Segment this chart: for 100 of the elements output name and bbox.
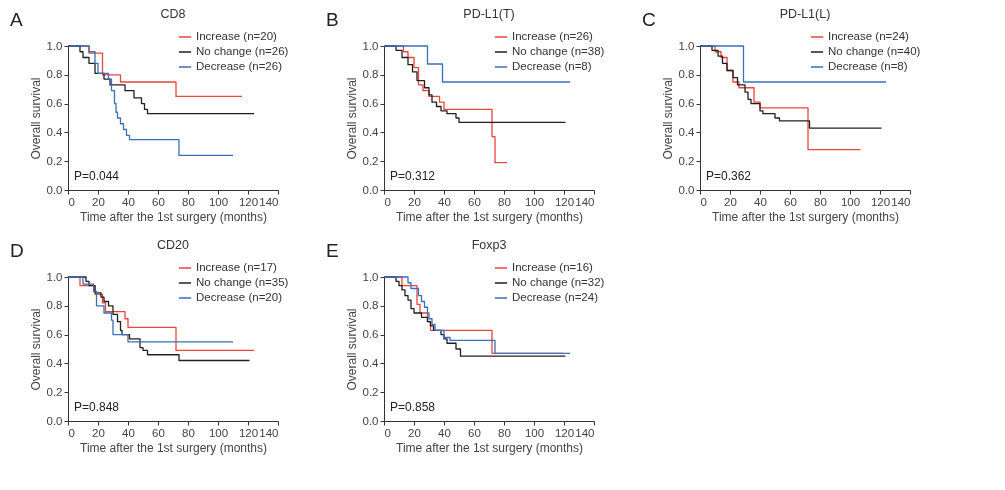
y-tick-label: 0.0 <box>46 414 63 427</box>
annotation: P=0.858 <box>390 400 436 414</box>
y-tick-label: 0.0 <box>46 183 63 196</box>
annotation: P=0.362 <box>706 169 752 183</box>
legend-label: Increase (n=17) <box>196 261 278 273</box>
y-tick-label: 0.2 <box>678 154 695 167</box>
x-tick-label: 60 <box>468 195 481 208</box>
legend-label: Decrease (n=26) <box>196 60 283 72</box>
legend-label: Increase (n=16) <box>512 261 594 273</box>
x-tick-label: 60 <box>152 426 165 439</box>
legend-label: Increase (n=24) <box>828 30 910 42</box>
x-tick-label: 120 <box>554 195 575 208</box>
legend-label: No change (n=40) <box>828 45 921 57</box>
x-tick-label: 20 <box>92 426 105 439</box>
y-axis-title: Overall survival <box>344 308 359 391</box>
x-tick-label: 100 <box>524 195 545 208</box>
y-tick-label: 1.0 <box>362 39 379 52</box>
y-tick-label: 1.0 <box>46 39 63 52</box>
y-tick-label: 0.8 <box>362 299 379 312</box>
x-tick-label: 0 <box>384 195 391 208</box>
x-tick-label: 120 <box>554 426 575 439</box>
legend-label: Decrease (n=20) <box>196 291 283 303</box>
x-tick-label: 100 <box>524 426 545 439</box>
y-tick-label: 1.0 <box>46 270 63 283</box>
text: A <box>10 9 23 30</box>
legend-label: Decrease (n=24) <box>512 291 599 303</box>
y-tick-label: 0.4 <box>362 125 380 138</box>
legend-label: No change (n=35) <box>196 276 289 288</box>
x-axis-title: Time after the 1st surgery (months) <box>396 441 583 455</box>
y-axis-title: Overall survival <box>344 77 359 160</box>
chart-title: PD-L1(L) <box>779 7 831 21</box>
y-axis-title: Overall survival <box>28 77 43 160</box>
legend-label: Increase (n=26) <box>512 30 594 42</box>
x-tick-label: 40 <box>438 195 451 208</box>
x-tick-label: 140 <box>891 195 911 208</box>
x-tick-label: 0 <box>700 195 707 208</box>
x-tick-label: 40 <box>122 426 135 439</box>
text: C <box>642 9 656 30</box>
x-tick-label: 20 <box>92 195 105 208</box>
y-tick-label: 0.6 <box>46 97 63 110</box>
x-tick-label: 0 <box>68 426 75 439</box>
y-tick-label: 0.2 <box>46 385 63 398</box>
chart-title: CD20 <box>157 238 190 252</box>
y-axis-title: Overall survival <box>660 77 675 160</box>
x-tick-label: 120 <box>870 195 891 208</box>
y-tick-label: 0.8 <box>46 68 63 81</box>
x-axis-title: Time after the 1st surgery (months) <box>712 210 899 224</box>
x-tick-label: 40 <box>122 195 135 208</box>
y-tick-label: 0.6 <box>362 328 379 341</box>
x-tick-label: 80 <box>498 426 511 439</box>
chart-title: PD-L1(T) <box>463 7 515 21</box>
x-axis-title: Time after the 1st surgery (months) <box>80 441 267 455</box>
text: E <box>326 240 339 261</box>
legend-label: Increase (n=20) <box>196 30 278 42</box>
x-tick-label: 20 <box>724 195 737 208</box>
legend-label: No change (n=32) <box>512 276 605 288</box>
x-tick-label: 80 <box>182 426 195 439</box>
x-tick-label: 100 <box>208 426 229 439</box>
x-tick-label: 140 <box>259 195 279 208</box>
y-axis-title: Overall survival <box>28 308 43 391</box>
x-tick-label: 60 <box>784 195 797 208</box>
x-tick-label: 80 <box>182 195 195 208</box>
y-tick-label: 0.6 <box>678 97 695 110</box>
x-tick-label: 0 <box>68 195 75 208</box>
x-tick-label: 40 <box>754 195 767 208</box>
text: D <box>10 240 24 261</box>
annotation: P=0.848 <box>74 400 120 414</box>
x-tick-label: 20 <box>408 426 421 439</box>
y-tick-label: 0.0 <box>362 414 379 427</box>
y-tick-label: 0.6 <box>362 97 379 110</box>
y-tick-label: 0.4 <box>46 356 64 369</box>
legend-label: No change (n=26) <box>196 45 289 57</box>
y-tick-label: 0.6 <box>46 328 63 341</box>
y-tick-label: 0.8 <box>46 299 63 312</box>
y-tick-label: 0.4 <box>678 125 696 138</box>
x-tick-label: 100 <box>208 195 229 208</box>
y-tick-label: 0.4 <box>46 125 64 138</box>
x-tick-label: 120 <box>238 426 259 439</box>
x-tick-label: 60 <box>468 426 481 439</box>
x-tick-label: 120 <box>238 195 259 208</box>
x-tick-label: 140 <box>575 195 595 208</box>
y-tick-label: 0.0 <box>362 183 379 196</box>
y-tick-label: 0.0 <box>678 183 695 196</box>
legend-label: Decrease (n=8) <box>828 60 908 72</box>
x-tick-label: 60 <box>152 195 165 208</box>
x-tick-label: 40 <box>438 426 451 439</box>
x-tick-label: 0 <box>384 426 391 439</box>
x-axis-title: Time after the 1st surgery (months) <box>396 210 583 224</box>
y-tick-label: 1.0 <box>678 39 695 52</box>
x-tick-label: 20 <box>408 195 421 208</box>
y-tick-label: 0.2 <box>362 385 379 398</box>
x-tick-label: 80 <box>814 195 827 208</box>
chart-title: Foxp3 <box>471 238 507 252</box>
annotation: P=0.044 <box>74 169 120 183</box>
x-tick-label: 100 <box>840 195 861 208</box>
x-tick-label: 140 <box>575 426 595 439</box>
y-tick-label: 0.8 <box>678 68 695 81</box>
legend-label: No change (n=38) <box>512 45 605 57</box>
y-tick-label: 0.2 <box>46 154 63 167</box>
y-tick-label: 0.8 <box>362 68 379 81</box>
